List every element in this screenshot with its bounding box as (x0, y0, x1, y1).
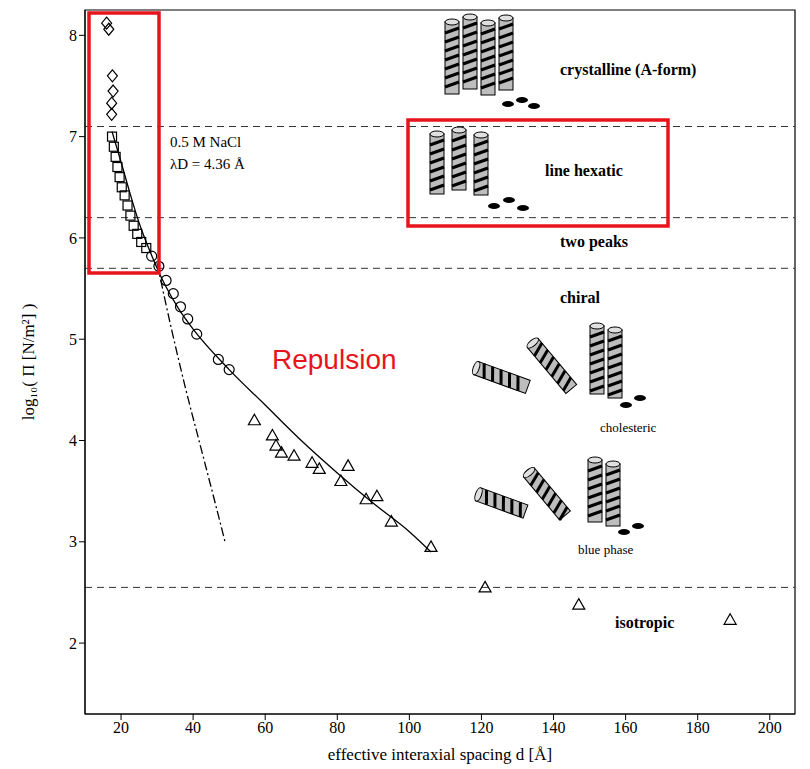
html-text:Repulsion: Repulsion (272, 344, 397, 375)
svg-text:effective interaxial spacing d: effective interaxial spacing d [Å] (328, 745, 552, 764)
html-text:line hexatic: line hexatic (545, 162, 623, 179)
html-text:crystalline (A-form): crystalline (A-form) (560, 61, 697, 78)
svg-text:3: 3 (69, 533, 77, 550)
html-text:isotropic: isotropic (615, 614, 675, 631)
html-text:blue phase: blue phase (578, 542, 634, 557)
svg-text:160: 160 (614, 719, 638, 736)
svg-text:80: 80 (329, 719, 345, 736)
svg-text:40: 40 (185, 719, 201, 736)
html-text:cholesteric: cholesteric (600, 420, 657, 435)
html-text:chiral: chiral (560, 289, 600, 306)
svg-text:20: 20 (113, 719, 129, 736)
html-text:two peaks: two peaks (560, 233, 628, 250)
svg-text:5: 5 (69, 331, 77, 348)
svg-text:4: 4 (69, 432, 77, 449)
svg-text:7: 7 (69, 128, 77, 145)
svg-text:180: 180 (686, 719, 710, 736)
svg-text:8: 8 (69, 27, 77, 44)
html-text:λD = 4.36 Å: λD = 4.36 Å (170, 156, 245, 172)
svg-text:6: 6 (69, 230, 77, 247)
svg-text:60: 60 (257, 719, 273, 736)
svg-text:log₁₀( Π [N/m²] ): log₁₀( Π [N/m²] ) (19, 304, 38, 421)
svg-text:140: 140 (542, 719, 566, 736)
svg-text:100: 100 (397, 719, 421, 736)
svg-text:2: 2 (69, 635, 77, 652)
html-text:0.5 M NaCl: 0.5 M NaCl (170, 134, 242, 150)
svg-text:120: 120 (469, 719, 493, 736)
svg-text:200: 200 (758, 719, 782, 736)
